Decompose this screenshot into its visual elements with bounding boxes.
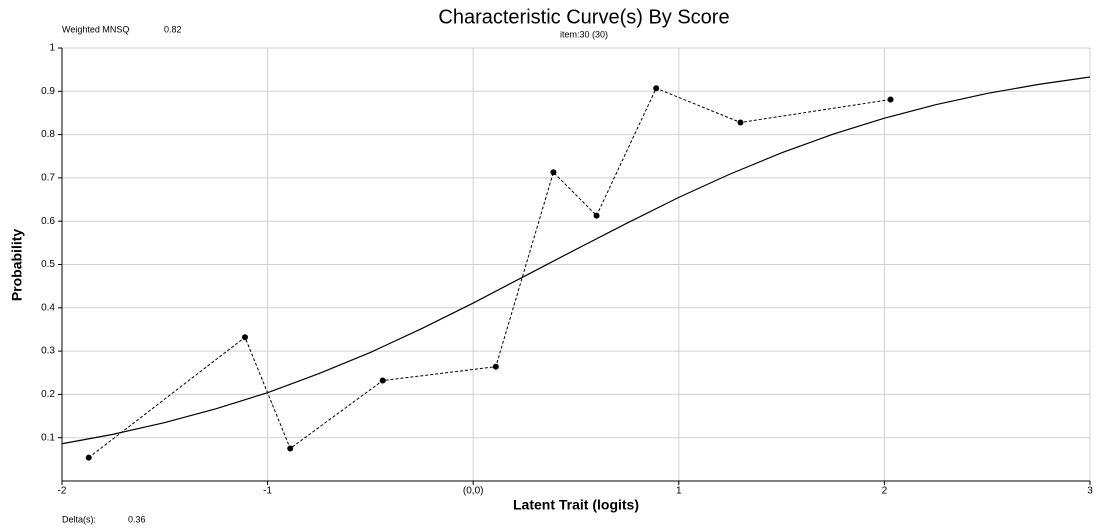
data-point <box>653 85 660 92</box>
y-tick-label: 0.9 <box>41 86 55 97</box>
y-tick-label: 0.3 <box>41 346 55 357</box>
x-tick-label: 3 <box>1087 486 1093 497</box>
fit-value: 0.82 <box>164 24 182 34</box>
series-line <box>61 76 1091 445</box>
fit-label: Weighted MNSQ <box>62 24 129 34</box>
data-point <box>492 363 499 370</box>
x-tick-label: (0,0) <box>463 486 484 497</box>
data-point <box>593 212 600 219</box>
data-point <box>887 96 894 103</box>
delta-label: Delta(s): <box>62 514 96 524</box>
x-tick-label: 2 <box>882 486 888 497</box>
data-point <box>737 119 744 126</box>
chart-title: Characteristic Curve(s) By Score <box>438 6 729 28</box>
x-axis-label: Latent Trait (logits) <box>513 497 639 513</box>
y-tick-label: 0.6 <box>41 216 55 227</box>
y-tick-label: 0.5 <box>41 259 55 270</box>
x-tick-label: 1 <box>676 486 682 497</box>
data-point <box>379 377 386 384</box>
x-tick-label: -1 <box>263 486 272 497</box>
data-point <box>241 334 248 341</box>
data-point <box>287 445 294 452</box>
series-line <box>88 87 891 459</box>
y-tick-label: 0.1 <box>41 432 55 443</box>
data-point <box>85 454 92 461</box>
y-tick-label: 0.8 <box>41 129 55 140</box>
y-axis-label: Probability <box>9 229 25 302</box>
y-tick-label: 1 <box>49 43 55 54</box>
x-tick-label: -2 <box>58 486 67 497</box>
y-tick-label: 0.4 <box>41 302 55 313</box>
y-tick-label: 0.2 <box>41 389 55 400</box>
chart-subtitle: item:30 (30) <box>560 29 608 39</box>
delta-value: 0.36 <box>128 514 146 524</box>
data-point <box>550 169 557 176</box>
y-tick-label: 0.7 <box>41 173 55 184</box>
